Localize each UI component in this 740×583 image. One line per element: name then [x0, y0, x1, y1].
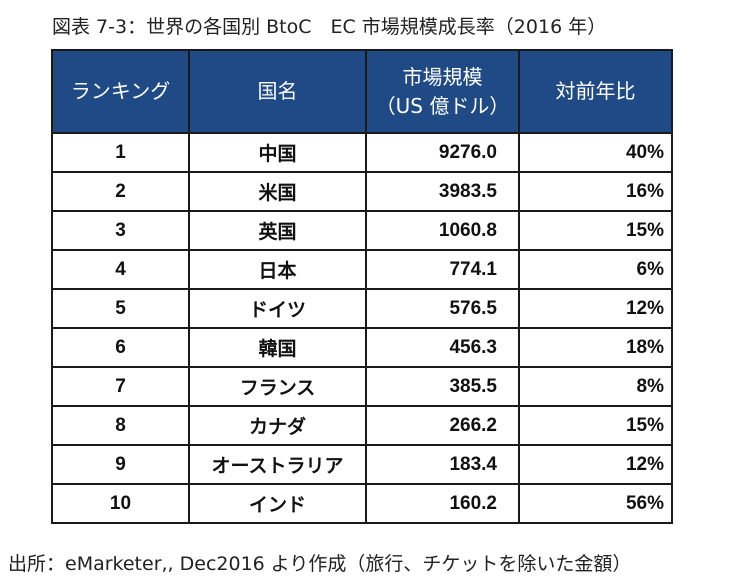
market-size-cell: 9276.0: [365, 132, 520, 173]
table-row: 9 オーストラリア 183.4 12%: [51, 444, 673, 485]
market-size-cell: 266.2: [365, 405, 520, 446]
table-row: 7 フランス 385.5 8%: [51, 366, 673, 407]
source-note: 出所：eMarketer,, Dec2016 より作成（旅行、チケットを除いた金…: [8, 553, 632, 575]
table-row: 10 インド 160.2 56%: [51, 483, 673, 524]
header-market-size-line1: 市場規模: [402, 64, 483, 89]
country-cell: オーストラリア: [188, 444, 367, 485]
country-cell: 米国: [188, 171, 367, 212]
country-cell: カナダ: [188, 405, 367, 446]
table-row: 4 日本 774.1 6%: [51, 249, 673, 290]
yoy-cell: 8%: [518, 366, 673, 407]
market-size-cell: 774.1: [365, 249, 520, 290]
header-rank: ランキング: [51, 49, 190, 134]
rank-cell: 5: [51, 288, 190, 329]
country-cell: ドイツ: [188, 288, 367, 329]
table-row: 2 米国 3983.5 16%: [51, 171, 673, 212]
country-cell: インド: [188, 483, 367, 524]
market-size-cell: 3983.5: [365, 171, 520, 212]
country-cell: 英国: [188, 210, 367, 251]
header-market-size: 市場規模 （US 億ドル）: [365, 49, 520, 134]
table-header-row: ランキング 国名 市場規模 （US 億ドル） 対前年比: [51, 49, 673, 134]
yoy-cell: 15%: [518, 405, 673, 446]
yoy-cell: 56%: [518, 483, 673, 524]
country-cell: 日本: [188, 249, 367, 290]
yoy-cell: 16%: [518, 171, 673, 212]
rank-cell: 9: [51, 444, 190, 485]
table-row: 1 中国 9276.0 40%: [51, 132, 673, 173]
rank-cell: 2: [51, 171, 190, 212]
header-yoy: 対前年比: [518, 49, 673, 134]
rank-cell: 10: [51, 483, 190, 524]
yoy-cell: 6%: [518, 249, 673, 290]
yoy-cell: 18%: [518, 327, 673, 368]
ec-market-table: ランキング 国名 市場規模 （US 億ドル） 対前年比 1 中国 9276.0 …: [51, 49, 673, 524]
market-size-cell: 576.5: [365, 288, 520, 329]
rank-cell: 6: [51, 327, 190, 368]
yoy-cell: 15%: [518, 210, 673, 251]
market-size-cell: 385.5: [365, 366, 520, 407]
country-cell: フランス: [188, 366, 367, 407]
country-cell: 中国: [188, 132, 367, 173]
rank-cell: 4: [51, 249, 190, 290]
yoy-cell: 12%: [518, 444, 673, 485]
market-size-cell: 456.3: [365, 327, 520, 368]
rank-cell: 8: [51, 405, 190, 446]
table-row: 3 英国 1060.8 15%: [51, 210, 673, 251]
yoy-cell: 12%: [518, 288, 673, 329]
figure-title: 図表 7-3：世界の各国別 BtoC EC 市場規模成長率（2016 年）: [52, 16, 607, 38]
rank-cell: 3: [51, 210, 190, 251]
table-row: 5 ドイツ 576.5 12%: [51, 288, 673, 329]
yoy-cell: 40%: [518, 132, 673, 173]
market-size-cell: 183.4: [365, 444, 520, 485]
table-row: 8 カナダ 266.2 15%: [51, 405, 673, 446]
rank-cell: 7: [51, 366, 190, 407]
market-size-cell: 160.2: [365, 483, 520, 524]
country-cell: 韓国: [188, 327, 367, 368]
header-market-size-line2: （US 億ドル）: [375, 93, 510, 118]
rank-cell: 1: [51, 132, 190, 173]
table-row: 6 韓国 456.3 18%: [51, 327, 673, 368]
header-country: 国名: [188, 49, 367, 134]
market-size-cell: 1060.8: [365, 210, 520, 251]
